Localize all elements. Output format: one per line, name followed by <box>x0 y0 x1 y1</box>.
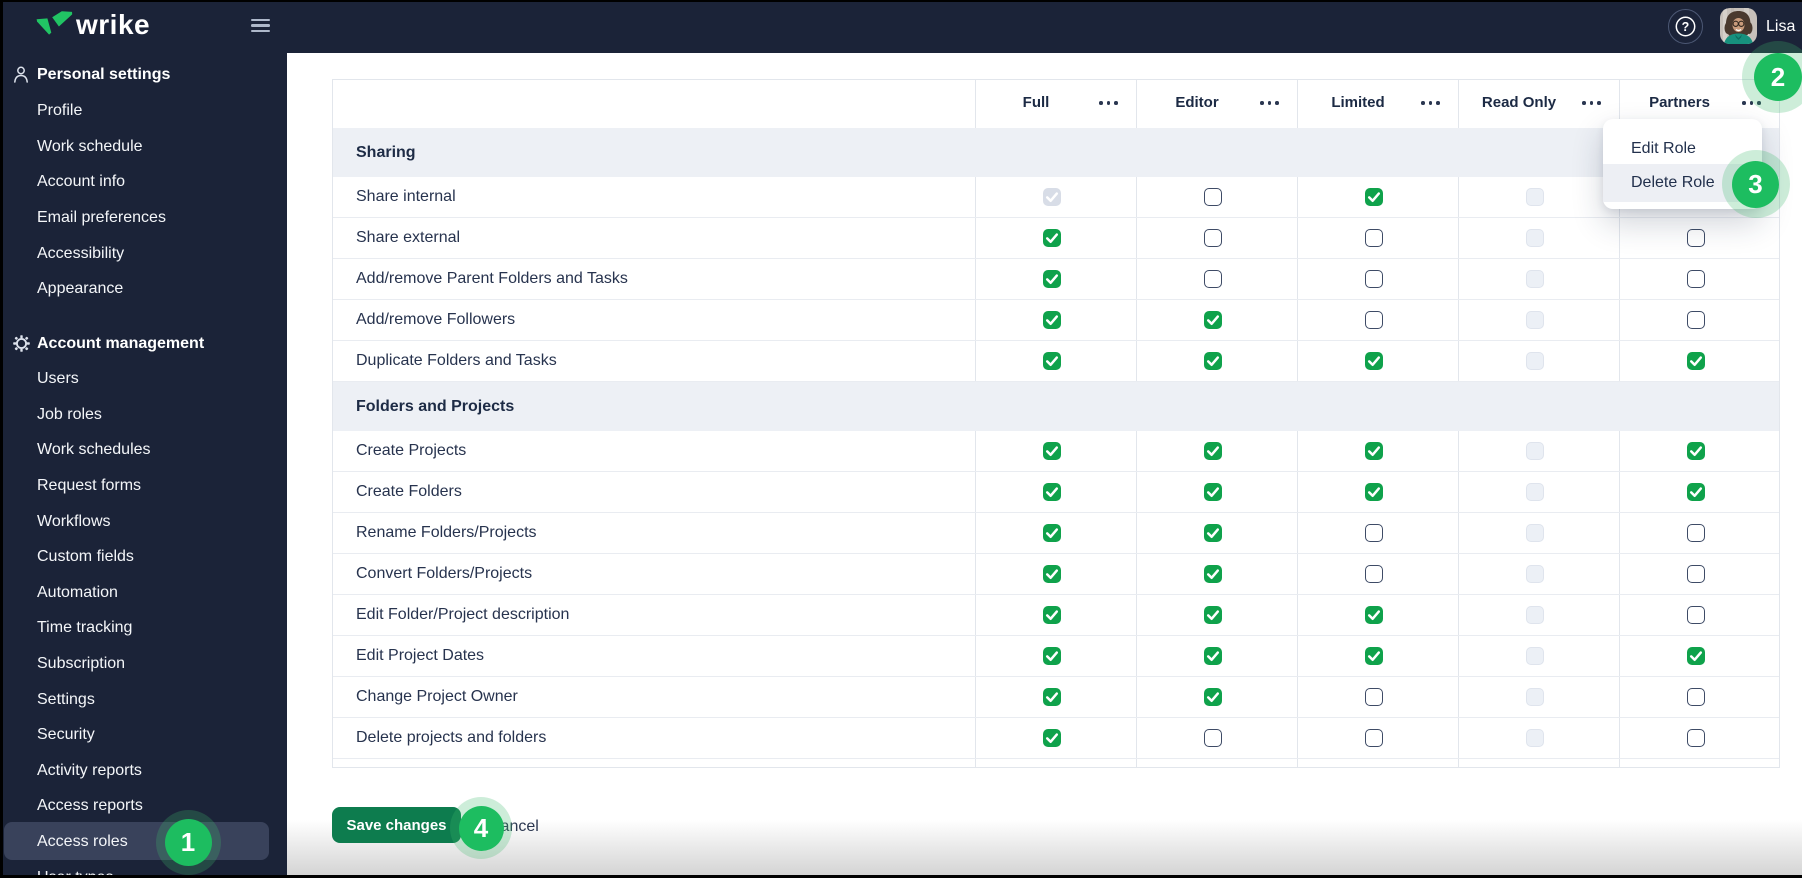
svg-text:?: ? <box>1682 20 1690 34</box>
